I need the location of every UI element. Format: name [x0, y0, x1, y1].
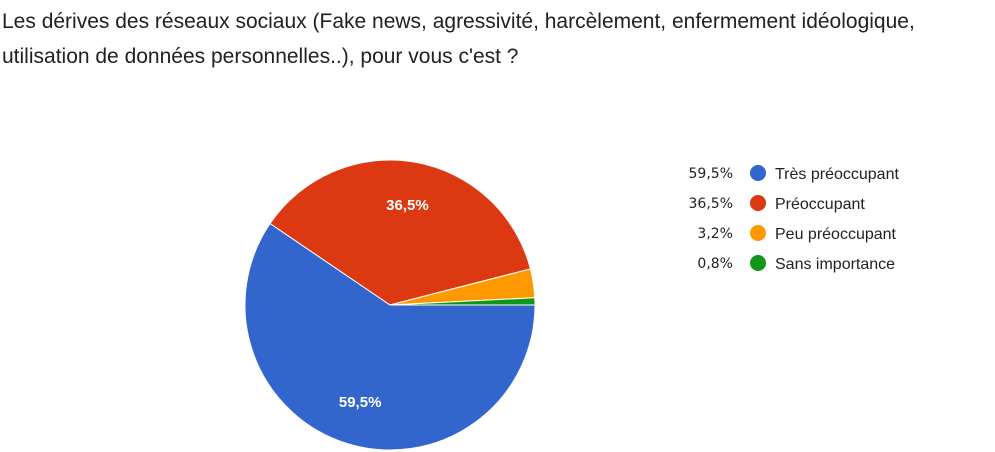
legend-label[interactable]: Peu préoccupant	[775, 226, 897, 243]
chart-title: Les dérives des réseaux sociaux (Fake ne…	[2, 10, 915, 68]
pie-slice-1[interactable]	[269, 159, 532, 306]
slice-label: 59,5%	[339, 394, 382, 411]
pie-slice-3[interactable]	[389, 297, 536, 306]
legend-percent: 0,8%	[697, 256, 733, 272]
legend-color-dot	[750, 255, 766, 271]
legend-color-dot	[750, 165, 766, 181]
legend-color-dot	[750, 225, 766, 241]
legend-label[interactable]: Préoccupant	[775, 196, 865, 213]
slice-label: 36,5%	[386, 197, 429, 214]
legend-label[interactable]: Sans importance	[775, 256, 895, 273]
legend-percent: 36,5%	[689, 196, 733, 212]
legend-label[interactable]: Très préoccupant	[775, 166, 899, 183]
legend-color-dot	[750, 195, 766, 211]
legend-percent: 59,5%	[689, 166, 733, 182]
legend-percent: 3,2%	[697, 226, 733, 242]
pie-slice-0[interactable]	[244, 222, 536, 451]
